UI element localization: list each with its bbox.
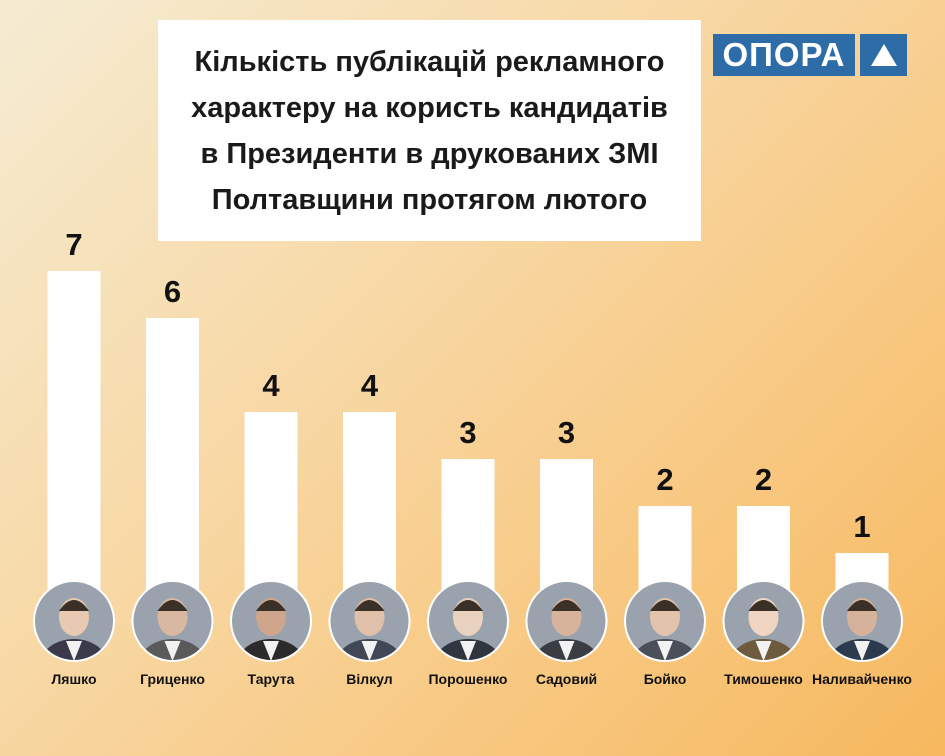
data-label: 3 [558, 415, 575, 450]
photo-border [131, 580, 214, 662]
bar-group: 3 Садовий [525, 415, 608, 687]
logo-triangle-box [860, 34, 907, 76]
candidate-photo [428, 581, 508, 661]
opora-logo: ОПОРА [713, 34, 907, 76]
bar-group: 6 Гриценко [131, 274, 214, 687]
bar-group: 4 Тарута [230, 368, 312, 687]
photo-border [525, 580, 608, 662]
data-label: 3 [459, 415, 476, 450]
bar [47, 271, 101, 610]
candidate-photo [723, 581, 804, 661]
logo-text: ОПОРА [713, 34, 855, 76]
category-label: Ляшко [51, 671, 96, 687]
bar [244, 412, 298, 610]
data-label: 2 [755, 462, 772, 497]
category-label: Тарута [248, 671, 295, 687]
category-label: Гриценко [140, 671, 205, 687]
data-label: 2 [656, 462, 673, 497]
category-label: Бойко [644, 671, 687, 687]
chart-title: Кількість публікацій рекламного характер… [191, 45, 668, 216]
candidate-photo [34, 581, 114, 661]
bar-group: 3 Порошенко [427, 415, 509, 687]
data-label: 1 [853, 509, 870, 544]
photo-border [624, 580, 706, 662]
category-label: Садовий [536, 671, 597, 687]
candidate-photo [329, 581, 410, 661]
photo-border [722, 580, 805, 662]
photo-border [427, 580, 509, 662]
bar-group: 2 Бойко [624, 462, 706, 687]
category-label: Вілкул [346, 671, 392, 687]
bar-group: 1 Наливайченко [812, 509, 912, 687]
candidate-photo [822, 581, 902, 661]
candidate-photo [526, 581, 607, 661]
data-label: 7 [65, 227, 82, 262]
triangle-icon [870, 44, 897, 66]
photo-border [328, 580, 411, 662]
category-label: Порошенко [428, 671, 507, 687]
category-label: Наливайченко [812, 671, 912, 687]
bar-group: 4 Вілкул [328, 368, 411, 687]
chart-title-box: Кількість публікацій рекламного характер… [158, 20, 701, 241]
category-label: Тимошенко [724, 671, 803, 687]
data-label: 4 [262, 368, 280, 403]
photo-border [33, 580, 115, 662]
data-label: 4 [361, 368, 379, 403]
candidate-photo [625, 581, 705, 661]
photo-border [821, 580, 903, 662]
candidate-photo [231, 581, 311, 661]
bar-group: 7 Ляшко [33, 227, 115, 687]
candidate-photo [132, 581, 213, 661]
bar [146, 318, 199, 610]
bar-group: 2 Тимошенко [722, 462, 805, 687]
data-label: 6 [164, 274, 181, 309]
photo-border [230, 580, 312, 662]
bar [343, 412, 396, 610]
